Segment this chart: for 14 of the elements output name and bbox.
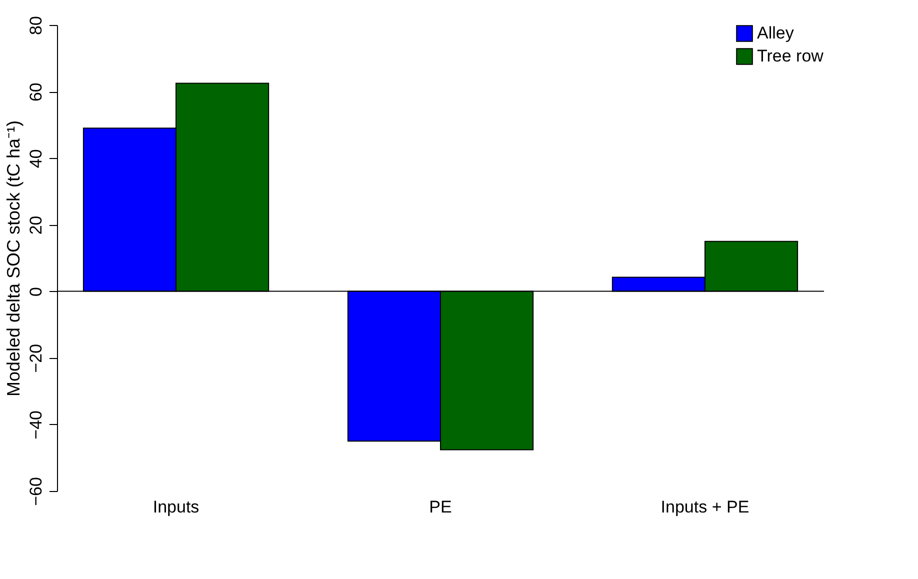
y-tick-label: −20 <box>26 344 46 373</box>
x-tick-label: Inputs + PE <box>660 498 750 516</box>
legend-label: Tree row <box>757 46 824 66</box>
y-tick-label: 80 <box>26 16 46 35</box>
x-tick-label: Inputs <box>152 498 200 516</box>
y-tick-label: −60 <box>26 477 46 506</box>
legend-label: Alley <box>757 24 794 42</box>
y-axis-title: Modeled delta SOC stock (tC ha⁻¹) <box>4 120 24 397</box>
y-tick-label: 40 <box>26 149 46 168</box>
x-tick-label: PE <box>429 498 452 516</box>
y-tick-label: −40 <box>26 410 46 440</box>
y-tick-label: 20 <box>26 216 46 235</box>
y-tick-label: 60 <box>26 82 46 102</box>
y-tick-label: 0 <box>26 287 46 297</box>
